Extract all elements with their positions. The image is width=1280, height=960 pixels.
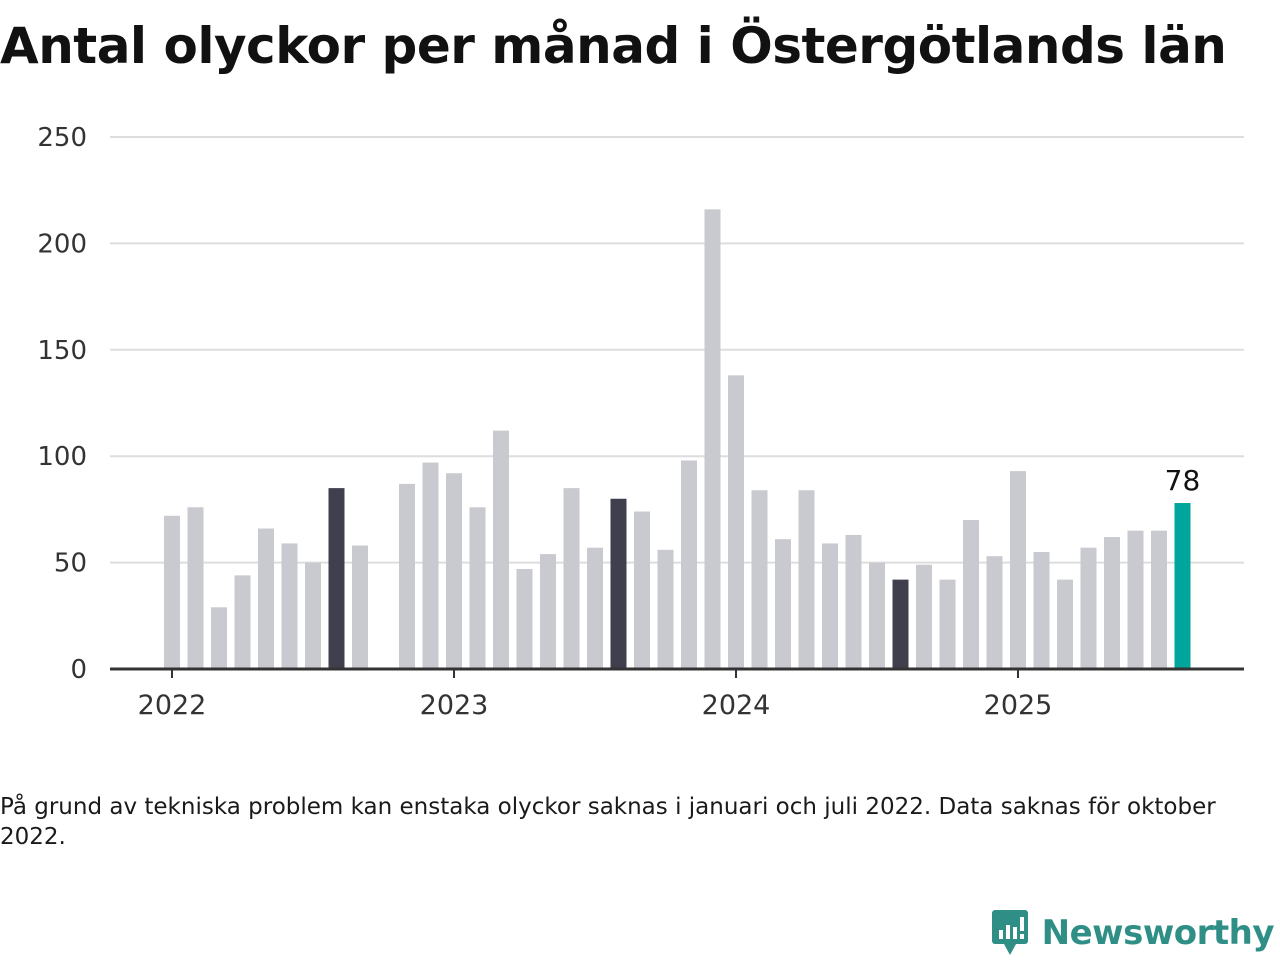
x-axis-ticks: 2022 2023 2024 2025	[138, 669, 1053, 721]
brand-name: Newsworthy	[1041, 913, 1275, 953]
gridlines	[110, 136, 1244, 564]
bar-2022-11	[399, 483, 415, 669]
bar-2024-02	[751, 490, 768, 669]
bar-2023-10	[657, 549, 674, 669]
bar-2025-05	[1104, 537, 1120, 669]
y-tick-label: 50	[54, 549, 87, 579]
bar-2025-07	[1151, 530, 1167, 669]
bar-2023-07	[587, 547, 603, 669]
bar-2022-07	[305, 562, 321, 669]
bar-2024-11	[963, 520, 979, 669]
bar-2022-01	[164, 515, 180, 669]
bar-2024-09	[916, 564, 932, 669]
x-tick-label: 2024	[702, 690, 771, 721]
bar-2022-08	[328, 488, 345, 669]
bar-2024-07	[869, 562, 885, 669]
bar-2023-03	[493, 430, 509, 669]
bar-2023-05	[540, 554, 556, 669]
x-tick-label: 2025	[984, 690, 1053, 721]
chart-title: Antal olyckor per månad i Östergötlands …	[0, 17, 1227, 75]
bar-2024-10	[939, 579, 956, 669]
bar-2024-06	[845, 534, 862, 669]
bar-2023-12	[704, 209, 721, 670]
bar-2024-03	[775, 539, 791, 669]
newsworthy-logo-icon	[991, 910, 1028, 955]
bar-2022-05	[258, 528, 274, 669]
y-tick-label: 200	[37, 229, 87, 259]
bar-2022-12	[422, 462, 439, 669]
y-tick-label: 150	[37, 336, 87, 366]
bar-2023-11	[681, 460, 697, 669]
bar-2022-02	[187, 507, 204, 669]
bar-2025-06	[1127, 530, 1144, 669]
bar-2023-04	[516, 568, 533, 669]
y-tick-label: 250	[37, 123, 87, 153]
bar-2024-05	[822, 543, 838, 669]
data-label-2025-08: 78	[1165, 464, 1201, 497]
bar-2025-04	[1080, 547, 1097, 669]
bar-2024-08	[892, 579, 909, 669]
x-tick-label: 2022	[138, 690, 207, 721]
bar-2025-08	[1174, 503, 1191, 669]
bar-2023-06	[563, 488, 580, 669]
x-tick-label: 2023	[420, 690, 489, 721]
y-axis-ticks: 0 50 100 150 200 250	[37, 123, 87, 685]
bar-2023-08	[610, 498, 627, 669]
bar-2022-03	[211, 607, 227, 669]
bars	[164, 209, 1191, 670]
bar-2024-04	[798, 490, 815, 669]
y-tick-label: 0	[70, 655, 87, 685]
bar-2022-06	[281, 543, 298, 669]
bar-2025-01	[1010, 471, 1026, 669]
bar-2024-01	[728, 375, 744, 669]
bar-chart: 0 50 100 150 200 250 2022 2023 2024 2025 78	[37, 123, 1244, 721]
bar-2025-02	[1033, 551, 1050, 669]
data-labels: 78	[1165, 464, 1201, 497]
bar-2023-09	[634, 511, 650, 669]
chart-footnote: På grund av tekniska problem kan enstaka…	[0, 794, 1216, 850]
bar-2022-04	[234, 575, 251, 669]
y-tick-label: 100	[37, 442, 87, 472]
bar-2022-09	[352, 545, 368, 669]
bar-2024-12	[986, 556, 1003, 669]
bar-2023-01	[446, 473, 462, 669]
bar-2023-02	[469, 507, 486, 669]
brand-logo: Newsworthy	[990, 908, 1275, 958]
bar-2025-03	[1057, 579, 1073, 669]
